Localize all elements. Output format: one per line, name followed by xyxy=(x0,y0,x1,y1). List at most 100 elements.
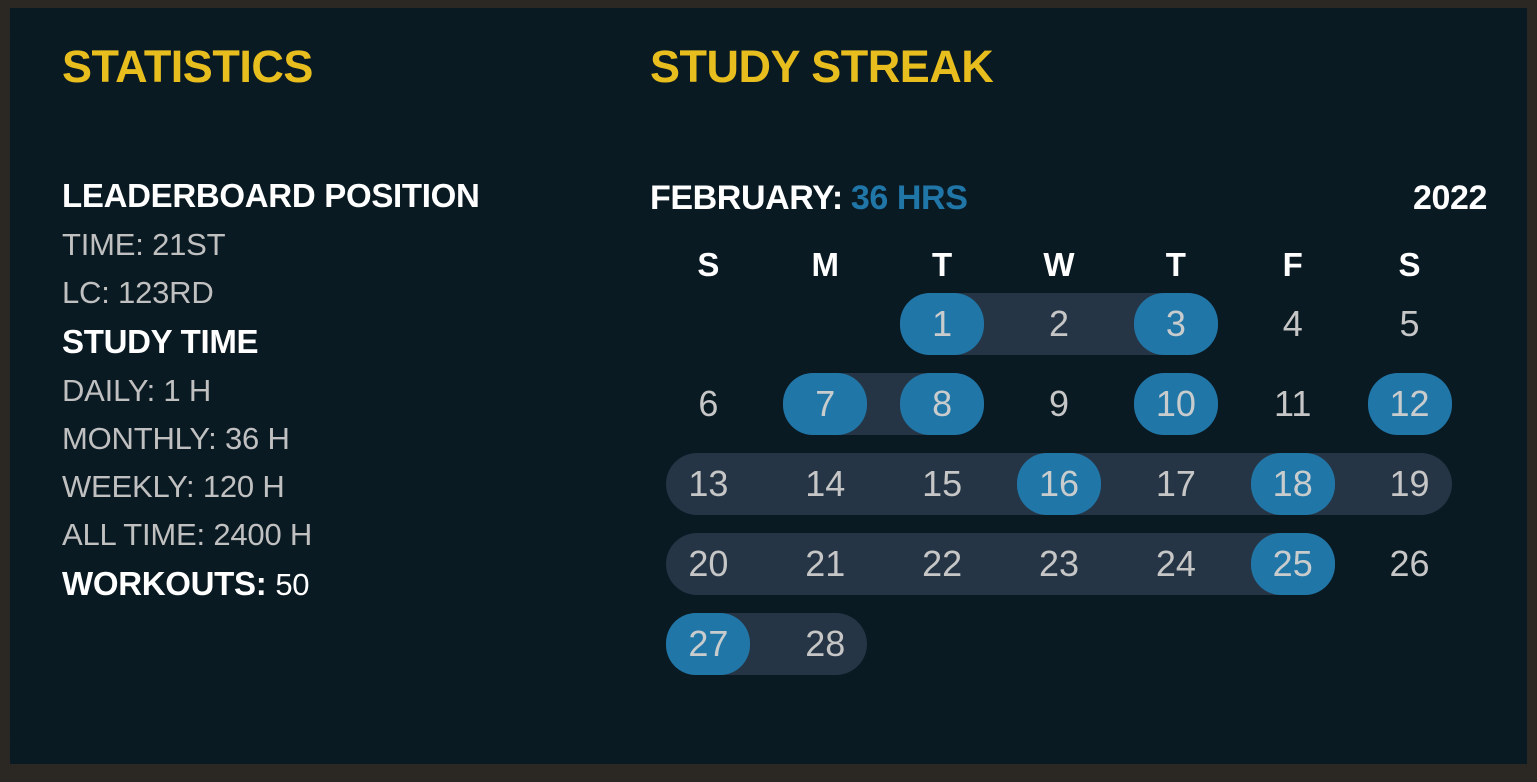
calendar-cell: 28 xyxy=(767,613,884,675)
calendar-cell: 9 xyxy=(1001,373,1118,435)
calendar-cell: 21 xyxy=(767,533,884,595)
calendar-cell: 20 xyxy=(650,533,767,595)
workouts-row: WORKOUTS: 50 xyxy=(62,565,632,603)
statistics-title: STATISTICS xyxy=(62,41,313,92)
calendar-day[interactable]: 26 xyxy=(1389,543,1430,584)
calendar-cell: 3 xyxy=(1117,293,1234,355)
calendar-day-active[interactable]: 12 xyxy=(1367,373,1452,435)
calendar-cell xyxy=(767,293,884,355)
calendar-cell: 7 xyxy=(767,373,884,435)
dashboard-card: STATISTICS LEADERBOARD POSITION TIME: 21… xyxy=(10,8,1527,764)
calendar-day[interactable]: 5 xyxy=(1399,303,1420,344)
calendar-week-row: 6 7 8 9 10 11 12 xyxy=(650,364,1468,444)
calendar-cell: 5 xyxy=(1351,293,1468,355)
calendar-cell: 25 xyxy=(1234,533,1351,595)
calendar-cell xyxy=(1001,613,1118,675)
calendar-cell: 8 xyxy=(884,373,1001,435)
calendar-week-row: 27 28 xyxy=(650,604,1468,684)
calendar-cell xyxy=(1117,613,1234,675)
year-label: 2022 xyxy=(1412,179,1487,217)
calendar-day[interactable]: 11 xyxy=(1274,383,1312,424)
calendar-day[interactable]: 28 xyxy=(805,623,846,664)
calendar-week-row: 13 14 15 16 17 18 19 xyxy=(650,444,1468,524)
calendar-day-active[interactable]: 1 xyxy=(900,293,985,355)
calendar-cell xyxy=(650,293,767,355)
statistics-list: LEADERBOARD POSITION TIME: 21ST LC: 123R… xyxy=(62,177,632,603)
calendar-cell xyxy=(1351,613,1468,675)
calendar-cell: 2 xyxy=(1001,293,1118,355)
study-streak-title: STUDY STREAK xyxy=(650,41,994,92)
day-of-week-6: S xyxy=(1398,246,1421,283)
calendar-day[interactable]: 24 xyxy=(1155,543,1196,584)
calendar-cell: 14 xyxy=(767,453,884,515)
calendar-day-active[interactable]: 18 xyxy=(1250,453,1335,515)
calendar-cell: 1 xyxy=(884,293,1001,355)
calendar-cell: 18 xyxy=(1234,453,1351,515)
calendar-cell: 24 xyxy=(1117,533,1234,595)
calendar-day[interactable]: 13 xyxy=(688,463,729,504)
calendar-day-active[interactable]: 16 xyxy=(1016,453,1101,515)
day-of-week-4: T xyxy=(1165,246,1186,283)
calendar-day[interactable]: 20 xyxy=(688,543,729,584)
day-of-week-5: F xyxy=(1282,246,1303,283)
study-time-weekly: WEEKLY: 120 H xyxy=(62,469,285,504)
calendar-cell: 27 xyxy=(650,613,767,675)
calendar-week-row: 20 21 22 23 24 25 26 xyxy=(650,524,1468,604)
calendar-cell xyxy=(884,613,1001,675)
calendar-day[interactable]: 6 xyxy=(698,383,719,424)
calendar-cell: 15 xyxy=(884,453,1001,515)
month-summary: FEBRUARY: 36 HRS xyxy=(650,179,968,218)
streak-range-band xyxy=(666,533,1335,595)
month-label: FEBRUARY: xyxy=(650,179,843,217)
workouts-value: 50 xyxy=(275,567,310,602)
calendar-cell: 13 xyxy=(650,453,767,515)
calendar-cell: 10 xyxy=(1117,373,1234,435)
study-time-all-time: ALL TIME: 2400 H xyxy=(62,517,313,552)
calendar-cell: 19 xyxy=(1351,453,1468,515)
day-of-week-0: S xyxy=(697,246,720,283)
calendar-cell: 26 xyxy=(1351,533,1468,595)
calendar-day[interactable]: 9 xyxy=(1048,383,1069,424)
calendar-day[interactable]: 17 xyxy=(1155,463,1196,504)
calendar-cell: 22 xyxy=(884,533,1001,595)
calendar-week-row: 1 2 3 4 5 xyxy=(650,284,1468,364)
statistics-panel: STATISTICS LEADERBOARD POSITION TIME: 21… xyxy=(62,44,632,615)
calendar-day[interactable]: 2 xyxy=(1048,303,1069,344)
day-of-week-3: W xyxy=(1043,246,1075,283)
calendar-day[interactable]: 14 xyxy=(805,463,846,504)
leaderboard-lc-rank: LC: 123RD xyxy=(62,275,214,310)
calendar-cell: 16 xyxy=(1001,453,1118,515)
day-of-week-2: T xyxy=(932,246,953,283)
calendar-cell: 17 xyxy=(1117,453,1234,515)
month-hours-value: 36 HRS xyxy=(850,179,968,217)
calendar-day[interactable]: 22 xyxy=(922,543,963,584)
calendar-day-active[interactable]: 27 xyxy=(666,613,751,675)
calendar-day[interactable]: 15 xyxy=(922,463,963,504)
calendar-day-active[interactable]: 3 xyxy=(1133,293,1218,355)
calendar-cell: 23 xyxy=(1001,533,1118,595)
calendar-day-active[interactable]: 25 xyxy=(1250,533,1335,595)
calendar-day-active[interactable]: 10 xyxy=(1133,373,1218,435)
leaderboard-time-rank: TIME: 21ST xyxy=(62,227,226,262)
workouts-label: WORKOUTS: xyxy=(62,565,267,602)
study-time-daily: DAILY: 1 H xyxy=(62,373,212,408)
calendar-day-active[interactable]: 8 xyxy=(900,373,985,435)
streak-subheader: FEBRUARY: 36 HRS 2022 xyxy=(650,179,1487,218)
calendar-day-active[interactable]: 7 xyxy=(783,373,868,435)
calendar-day[interactable]: 19 xyxy=(1389,463,1430,504)
calendar-day[interactable]: 23 xyxy=(1038,543,1079,584)
study-time-monthly: MONTHLY: 36 H xyxy=(62,421,290,456)
calendar-day[interactable]: 4 xyxy=(1282,303,1303,344)
calendar-cell: 4 xyxy=(1234,293,1351,355)
calendar-cell: 12 xyxy=(1351,373,1468,435)
calendar-cell: 6 xyxy=(650,373,767,435)
study-time-heading: STUDY TIME xyxy=(62,323,259,360)
calendar-cell: 11 xyxy=(1234,373,1351,435)
calendar-weeks: 1 2 3 4 5 6 7 8 9 10 11 12 13 14 15 16 17 18 19 20 21 22 23 24 2… xyxy=(650,284,1468,684)
calendar-cell xyxy=(1234,613,1351,675)
calendar-day[interactable]: 21 xyxy=(805,543,846,584)
day-of-week-1: M xyxy=(811,246,840,283)
